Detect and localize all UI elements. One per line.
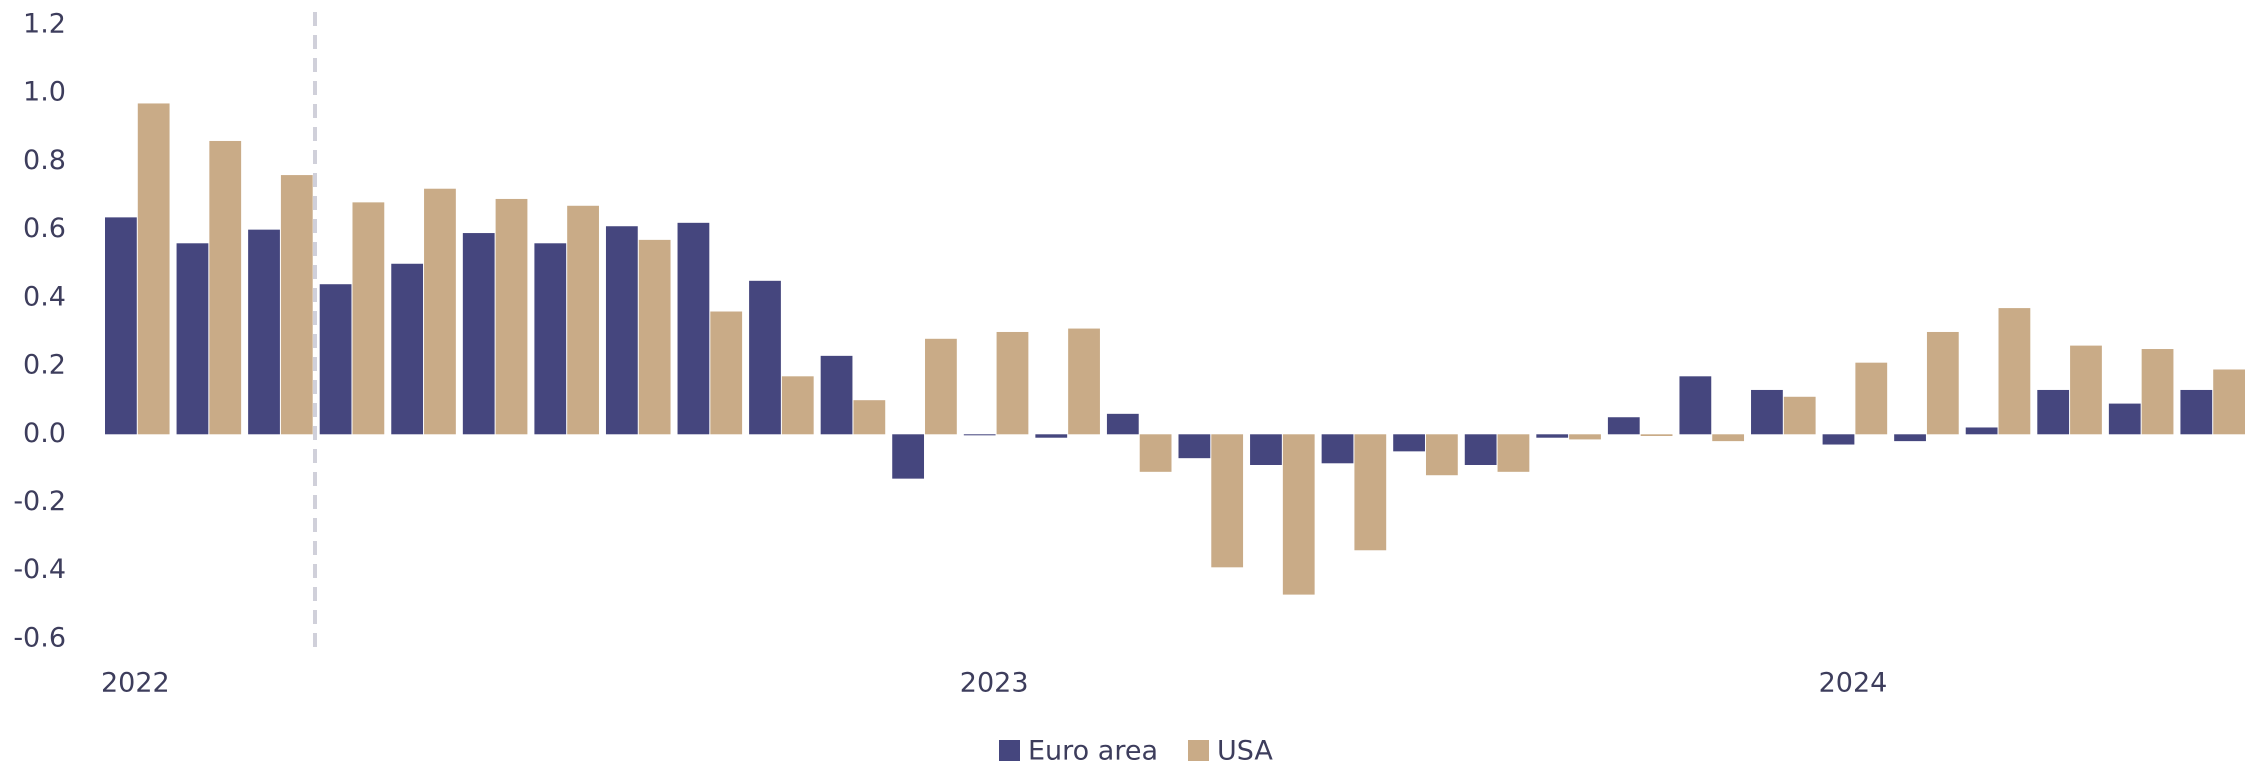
y-tick-label: 0.0 [23,418,66,449]
bar [1106,413,1139,435]
bar [1965,427,1998,435]
y-tick-label: -0.6 [13,622,66,653]
bar [1783,396,1816,435]
bar [1321,434,1354,464]
bar [209,140,242,435]
bar [925,338,957,435]
y-tick-label: 0.8 [23,145,66,176]
bar [638,239,671,435]
x-tick-label: 2022 [101,668,170,699]
bar [1536,434,1569,438]
bar [352,202,385,435]
bar [1354,434,1387,551]
bar [391,263,424,435]
bar [1464,434,1497,465]
bar [1393,434,1425,452]
bar [781,376,814,435]
bar [1998,308,2031,435]
bar [1679,376,1712,435]
bar [1282,434,1315,595]
legend-swatch [999,740,1020,761]
bar [2108,403,2141,435]
bar [1211,434,1244,568]
legend-swatch [1188,740,1209,761]
bar [248,229,280,435]
bar [1894,434,1926,442]
bar [1855,362,1888,435]
bar [1712,434,1745,442]
bar [567,205,599,435]
bar [176,243,209,435]
bar [105,217,137,435]
bar [534,243,567,435]
bar [710,311,743,435]
bar [319,284,352,435]
bar [495,198,528,435]
bar [1178,434,1211,459]
y-tick-label: -0.4 [13,554,66,585]
bar [424,188,456,435]
bar [2070,345,2102,435]
bar [749,280,781,435]
bar [1035,434,1068,438]
bar [963,434,996,436]
bar [2141,349,2174,435]
y-tick-label: 0.4 [23,281,66,312]
bar [1250,434,1282,465]
bar [1607,417,1640,435]
x-tick-label: 2024 [1819,668,1888,699]
bar [820,355,853,435]
bar [2037,389,2070,435]
bar [1497,434,1530,472]
bar [892,434,925,479]
y-tick-label: 0.6 [23,213,66,244]
bar [605,226,638,435]
bar [677,222,710,435]
x-tick-label: 2023 [960,668,1029,699]
bar [853,400,886,435]
bar [1822,434,1855,445]
bar [1926,331,1959,435]
bar [462,233,495,435]
y-tick-label: 1.2 [23,9,66,40]
bar [1139,434,1172,472]
legend-label: USA [1217,736,1273,767]
bar [2213,369,2245,435]
bar [996,331,1029,435]
legend-label: Euro area [1028,736,1158,767]
bar [280,175,313,435]
bar [1751,389,1783,435]
bar [137,103,170,435]
bar [1068,328,1100,435]
bar [1640,434,1673,437]
y-tick-label: -0.2 [13,486,66,517]
bar [1425,434,1458,476]
bar [2180,389,2213,435]
y-tick-label: 1.0 [23,77,66,108]
y-tick-label: 0.2 [23,350,66,381]
bar [1569,434,1601,440]
